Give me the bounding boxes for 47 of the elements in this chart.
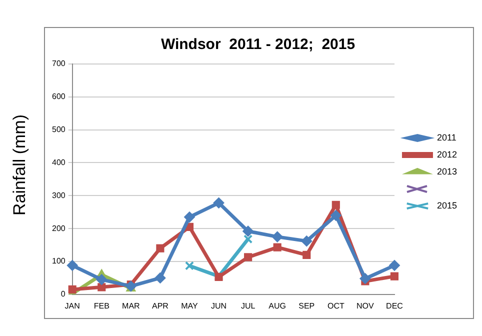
point [154, 272, 166, 284]
point [330, 210, 342, 221]
point [273, 243, 282, 252]
x-tick-label: NOV [356, 301, 375, 310]
x-tick-label: FEB [94, 301, 110, 310]
x-tick-label: MAY [181, 301, 199, 310]
legend-label: 2015 [436, 200, 458, 210]
legend-label: 2012 [436, 149, 458, 160]
point [66, 260, 78, 271]
point [272, 231, 283, 242]
point [184, 212, 195, 223]
legend-label: 2011 [436, 132, 456, 142]
chart-title: Windsor 2011 - 2012; 2015 [160, 36, 356, 54]
y-axis-title: Rainfall (mm) [10, 113, 30, 218]
y-tick-label: 500 [52, 125, 66, 134]
x-tick-label: JAN [64, 301, 80, 310]
y-tick-label: 100 [52, 256, 66, 266]
point [390, 272, 399, 280]
x-tick-label: SEP [298, 301, 315, 310]
point [302, 250, 311, 259]
point [184, 261, 194, 270]
y-tick-label: 200 [52, 224, 66, 233]
point [244, 253, 252, 262]
y-tick-label: 0 [60, 290, 66, 299]
point [96, 274, 108, 286]
point [242, 226, 254, 237]
x-tick-label: JUN [210, 301, 227, 310]
x-tick-label: AUG [268, 301, 286, 310]
point [98, 283, 106, 292]
point [156, 244, 164, 252]
y-tick-label: 700 [52, 59, 66, 68]
x-tick-label: MAR [122, 301, 140, 310]
x-tick-label: DEC [386, 301, 404, 310]
point [388, 260, 400, 271]
point [332, 200, 340, 209]
y-tick-label: 300 [52, 190, 66, 200]
x-tick-label: JUL [240, 301, 256, 310]
point [213, 197, 224, 208]
x-tick-label: APR [152, 301, 169, 310]
point [68, 285, 76, 294]
legend-label: 2013 [436, 166, 458, 176]
y-tick-label: 600 [52, 92, 66, 102]
y-tick-label: 400 [52, 158, 66, 167]
point [360, 273, 371, 284]
point [301, 236, 312, 247]
x-tick-label: OCT [327, 301, 344, 310]
point [244, 234, 253, 244]
